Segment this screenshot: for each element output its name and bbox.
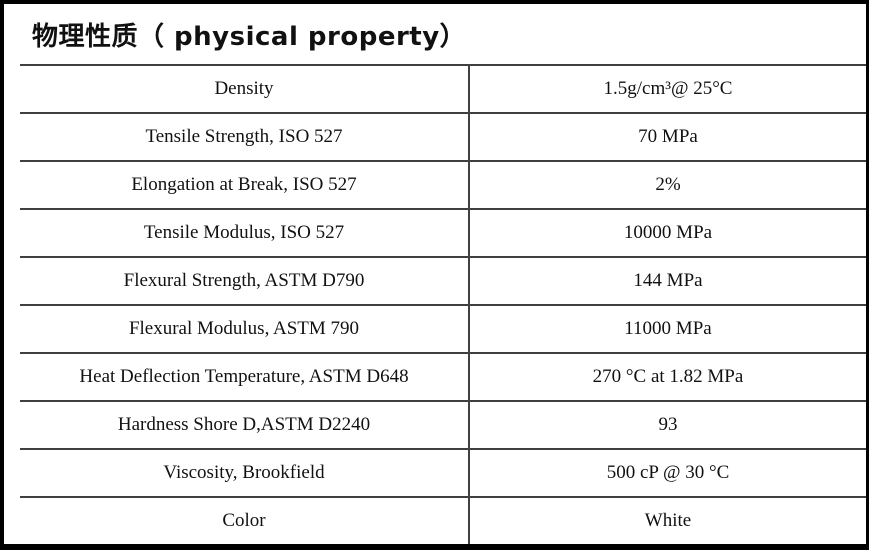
property-value-cell: 10000 MPa xyxy=(623,222,713,243)
property-name-cell: Tensile Modulus, ISO 527 xyxy=(20,210,470,256)
table-row: Flexural Modulus, ASTM 790 11000 MPa xyxy=(20,306,866,354)
property-name-cell: Viscosity, Brookfield xyxy=(20,450,470,496)
property-name-cell: Hardness Shore D,ASTM D2240 xyxy=(20,402,470,448)
property-value-cell: 93 xyxy=(658,414,678,435)
property-value-cell: 2% xyxy=(655,174,681,195)
table-row: Viscosity, Brookfield 500 cP @ 30 °C xyxy=(20,450,866,498)
property-name-cell: Flexural Strength, ASTM D790 xyxy=(20,258,470,304)
property-value-cell: 144 MPa xyxy=(633,270,703,291)
physical-property-table: Density 1.5g/cm³@ 25°C Tensile Strength,… xyxy=(20,64,866,544)
page-title: 物理性质（ physical property） xyxy=(32,21,467,52)
property-value-cell: 11000 MPa xyxy=(624,318,712,339)
table-row: Elongation at Break, ISO 527 2% xyxy=(20,162,866,210)
property-value-cell: 500 cP @ 30 °C xyxy=(606,462,730,483)
table-row: Tensile Modulus, ISO 527 10000 MPa xyxy=(20,210,866,258)
table-row: Density 1.5g/cm³@ 25°C xyxy=(20,66,866,114)
property-name-cell: Color xyxy=(20,498,470,544)
property-value-cell: 270 °C at 1.82 MPa xyxy=(592,366,744,387)
table-row: Color White xyxy=(20,498,866,544)
property-name-cell: Flexural Modulus, ASTM 790 xyxy=(20,306,470,352)
property-value-cell: 70 MPa xyxy=(638,126,698,147)
property-name-cell: Tensile Strength, ISO 527 xyxy=(20,114,470,160)
property-value-cell: 1.5g/cm³@ 25°C xyxy=(603,78,733,99)
table-row: Tensile Strength, ISO 527 70 MPa xyxy=(20,114,866,162)
table-row: Flexural Strength, ASTM D790 144 MPa xyxy=(20,258,866,306)
property-name-cell: Heat Deflection Temperature, ASTM D648 xyxy=(20,354,470,400)
title-bar: 物理性质（ physical property） xyxy=(4,4,866,64)
property-name-cell: Elongation at Break, ISO 527 xyxy=(20,162,470,208)
table-row: Heat Deflection Temperature, ASTM D648 2… xyxy=(20,354,866,402)
property-name-cell: Density xyxy=(20,66,470,112)
property-value-cell: White xyxy=(644,510,692,531)
table-row: Hardness Shore D,ASTM D2240 93 xyxy=(20,402,866,450)
